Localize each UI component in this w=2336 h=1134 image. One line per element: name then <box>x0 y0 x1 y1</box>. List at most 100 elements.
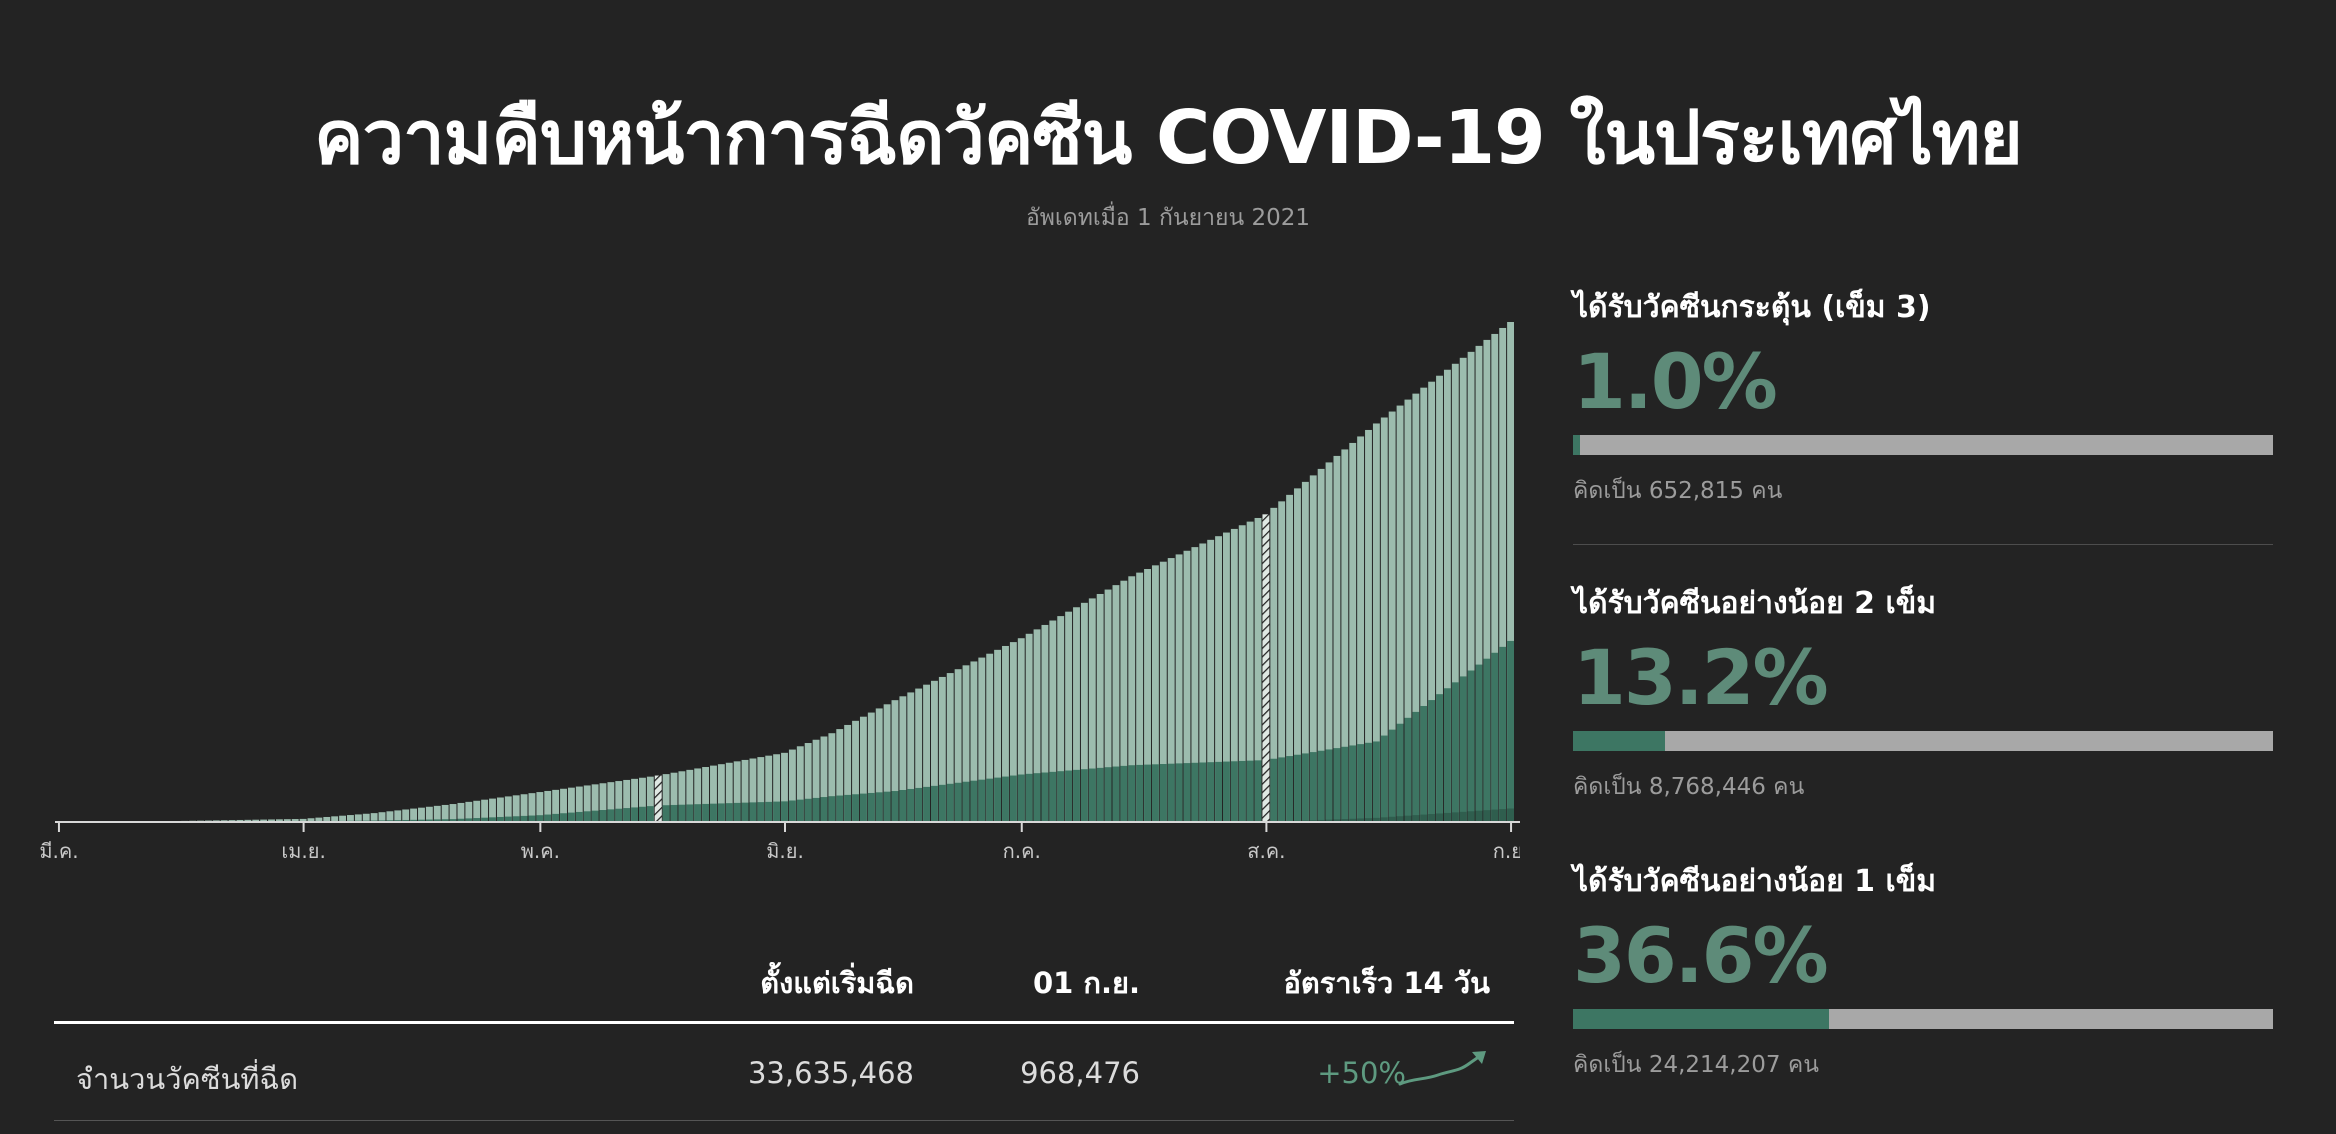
dose1-bar <box>1199 543 1207 822</box>
dose1-bar <box>1475 345 1483 822</box>
dose1-bar <box>1270 507 1278 822</box>
dose2-bar <box>402 819 410 822</box>
dose1-bar <box>1491 333 1499 822</box>
booster-bar <box>1499 809 1507 822</box>
dose1-bar <box>828 733 836 822</box>
dose1-bar <box>402 809 410 822</box>
dose2-bar <box>694 804 702 822</box>
booster-bar <box>1483 810 1491 822</box>
dose2-bar <box>489 817 496 822</box>
dose1-bar <box>1309 475 1317 822</box>
dose2-bar <box>1230 761 1238 822</box>
dose1-bar <box>1017 638 1025 822</box>
dose2-bar <box>1443 688 1451 822</box>
dose1-bar <box>670 772 678 822</box>
dose2-bar <box>1002 776 1009 822</box>
dose2-bar <box>631 807 638 822</box>
dose1-bar <box>268 819 275 822</box>
dose2-bar <box>1151 764 1159 822</box>
dose2-bar <box>639 806 646 822</box>
dose1-bar <box>1483 339 1491 822</box>
dose1-bar <box>1049 620 1057 822</box>
dose1-bar <box>733 761 741 822</box>
booster-bar <box>1436 813 1443 822</box>
dose2-bar <box>1270 758 1278 822</box>
dose1-bar <box>1278 501 1286 822</box>
dose1-bar <box>883 704 891 822</box>
dose2-bar <box>654 805 662 822</box>
dose2-bar <box>891 791 899 822</box>
dose1-bar <box>575 786 583 822</box>
dose2-bar <box>583 811 591 822</box>
x-tick-label: ก.ค. <box>1003 839 1041 863</box>
dose1-bar <box>441 804 449 822</box>
dose2-bar <box>1073 769 1080 822</box>
dose2-bar <box>915 787 923 822</box>
dose1-bar <box>631 778 638 822</box>
dose1-bar <box>907 692 915 822</box>
booster-bar <box>1380 817 1388 822</box>
dose1-bar <box>244 819 252 822</box>
dose2-bar <box>773 801 781 822</box>
dose1-bar <box>481 799 489 822</box>
dose2-bar <box>883 791 891 822</box>
dose1-bar <box>646 776 654 822</box>
dose2-bar <box>1483 658 1491 822</box>
dose2-bar <box>670 804 678 822</box>
dose1-bar <box>1112 585 1120 822</box>
table-header-rule <box>54 1021 1514 1024</box>
dose1-bar <box>425 806 433 822</box>
dose1-bar <box>1167 558 1175 822</box>
progress-fill <box>1573 435 1580 455</box>
dose2-bar <box>1199 762 1207 822</box>
booster-bar <box>1333 819 1341 822</box>
x-tick-label: ส.ค. <box>1247 839 1285 863</box>
dose1-bar <box>741 759 749 822</box>
dose2-bar <box>1159 764 1167 822</box>
dose1-bar <box>323 816 331 822</box>
dose1-bar <box>457 802 465 822</box>
dose2-bar <box>528 815 536 822</box>
two-dose-panel: ได้รับวัคซีนอย่างน้อย 2 เข็ม 13.2% คิดเป… <box>1573 580 2273 805</box>
dose1-bar <box>994 649 1002 822</box>
dose2-bar <box>1120 765 1128 822</box>
dose2-bar <box>1388 729 1396 822</box>
booster-bar <box>1475 810 1483 822</box>
panel-note: คิดเป็น 652,815 คน <box>1573 478 1783 504</box>
booster-bar <box>1412 815 1420 822</box>
dose2-bar <box>433 819 441 822</box>
dose2-bar <box>1136 764 1144 822</box>
dose1-bar <box>512 795 520 822</box>
dose1-bar <box>1333 455 1341 822</box>
dose2-bar <box>702 803 710 822</box>
dose1-bar <box>370 813 378 822</box>
vaccination-chart: มี.ค. เม.ย. พ.ค. มิ.ย. ก.ค. ส.ค. ก.ย. <box>40 300 1520 880</box>
booster-bar <box>1396 816 1404 822</box>
dose1-bar <box>1230 528 1238 822</box>
dose2-bar <box>907 788 915 822</box>
dose1-bar <box>986 653 994 822</box>
dose1-bar <box>757 757 765 822</box>
dose1-bar <box>1175 554 1183 822</box>
panel-percent: 13.2% <box>1573 633 1829 722</box>
dose1-bar <box>678 771 686 822</box>
dose2-bar <box>788 800 796 822</box>
dose1-bar <box>520 794 528 822</box>
dose1-bar <box>615 781 623 822</box>
dose2-bar <box>804 798 812 822</box>
dose1-bar <box>1254 517 1262 822</box>
dose2-bar <box>1309 752 1317 822</box>
dose1-bar <box>654 775 662 822</box>
dose1-bar <box>812 739 820 822</box>
dose2-bar <box>946 783 954 822</box>
dose1-bar <box>354 814 362 822</box>
dose2-bar <box>1349 745 1357 822</box>
ticks-layer: มี.ค. เม.ย. พ.ค. มิ.ย. ก.ค. ส.ค. ก.ย. <box>40 822 1520 863</box>
panel-divider <box>1573 544 2273 545</box>
dose2-bar <box>954 782 962 822</box>
table-header: ตั้งแต่เริ่มฉีด 01 ก.ย. อัตราเร็ว 14 วัน <box>54 960 1514 1000</box>
dose2-bar <box>1254 760 1262 822</box>
dose1-bar <box>591 784 599 822</box>
dose1-bar <box>386 811 394 822</box>
dose2-bar <box>836 795 844 822</box>
